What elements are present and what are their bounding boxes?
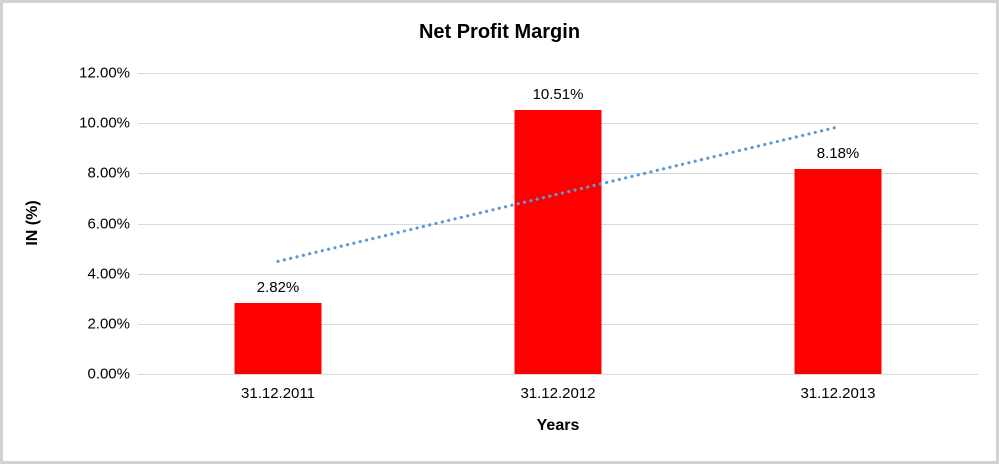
chart-title: Net Profit Margin: [418, 21, 581, 43]
data-label: 10.51%: [532, 86, 584, 104]
data-label: 2.82%: [256, 279, 300, 297]
plot-area: 2.82% 10.51% 8.18%: [138, 73, 978, 375]
bar-slot: 2.82%: [138, 73, 418, 374]
y-axis-tick-label: 12.00%: [79, 64, 130, 82]
bar-31.12.2012: [514, 110, 602, 374]
x-axis-tick-label: 31.12.2011: [241, 385, 315, 402]
y-axis-tick-label: 2.00%: [87, 315, 130, 333]
gridline: [138, 374, 978, 375]
y-axis-labels: 0.00% 2.00% 4.00% 6.00% 8.00% 10.00% 12.00%: [3, 65, 130, 383]
x-axis-tick-label: 31.12.2013: [800, 385, 876, 402]
x-axis-title: Years: [536, 417, 580, 434]
y-axis-tick-label: 6.00%: [87, 215, 130, 232]
y-axis-tick-label: 0.00%: [87, 365, 130, 383]
bar-slot: 10.51%: [418, 73, 698, 374]
bar-31.12.2013: [794, 168, 882, 374]
bars-row: 2.82% 10.51% 8.18%: [138, 73, 978, 374]
gridline: [138, 73, 978, 74]
x-axis-tick-label: 31.12.2012: [520, 385, 596, 402]
data-label: 8.18%: [816, 144, 860, 162]
x-axis-labels: 31.12.2011 31.12.2012 31.12.2013: [138, 385, 978, 402]
y-axis-tick-label: 10.00%: [79, 114, 130, 132]
y-axis-tick-label: 8.00%: [87, 164, 130, 182]
bar-slot: 8.18%: [698, 73, 978, 374]
y-axis-tick-label: 4.00%: [87, 265, 130, 283]
bar-31.12.2011: [234, 303, 322, 374]
